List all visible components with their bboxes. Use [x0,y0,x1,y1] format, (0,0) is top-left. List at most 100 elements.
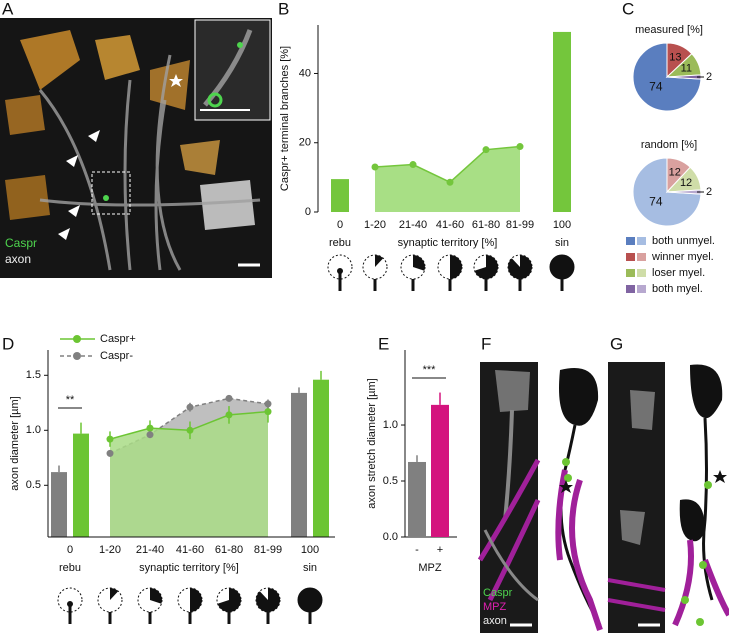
point [516,143,524,151]
panel-letter: D [2,334,14,353]
bar [408,461,426,537]
x-axis-label: MPZ [418,562,442,574]
territory-icon [550,255,574,279]
point [371,163,379,171]
territory-icon [508,255,533,279]
group-label: rebu [59,562,81,574]
micrograph-f: Caspr MPZ axon [477,362,603,633]
bar [313,379,329,537]
group-label: sin [303,562,317,574]
significance-label: *** [423,364,437,376]
x-tick-label: 41-60 [436,219,464,231]
x-tick-label: 81-99 [506,219,534,231]
x-tick-label: 21-40 [399,219,427,231]
area [375,146,520,212]
bar [73,433,89,537]
territory-icon [337,268,343,274]
y-tick-label: 0.5 [383,475,398,487]
image-label: MPZ [483,601,507,613]
legend-marker [73,335,81,343]
image-label: axon [483,615,507,627]
territory-icon [67,601,73,607]
bar [331,179,349,212]
territory-icon [256,588,281,612]
panel-letter: A [2,0,14,18]
x-tick-label: 61-80 [472,219,500,231]
point [225,394,233,402]
x-tick-label: 61-80 [215,544,243,556]
pie-value-label: 12 [669,166,681,178]
x-tick-label: 81-99 [254,544,282,556]
legend-swatch [637,253,646,261]
point [106,435,114,443]
x-tick-label: 41-60 [176,544,204,556]
pie-title: random [%] [641,139,697,151]
legend-swatch [626,285,635,293]
territory-icon [57,587,83,613]
image-label: Caspr [483,587,513,599]
micrograph-a: Caspr axon [0,18,272,278]
pie-value-label: 12 [680,177,692,189]
image-label: Caspr [5,236,37,250]
y-tick-label: 40 [299,67,311,79]
point [186,403,194,411]
legend-swatch [637,269,646,277]
legend-marker [73,352,81,360]
legend-swatch [626,253,635,261]
bar [51,472,67,537]
y-tick-label: 1.0 [383,419,398,431]
legend-label: both unmyel. [652,235,715,247]
x-tick-label: + [437,544,443,556]
y-tick-label: 0 [305,206,311,218]
panel-letter: B [278,0,289,18]
legend-swatch [626,237,635,245]
y-axis-label: Caspr+ terminal branches [%] [279,46,291,191]
panel-letter: E [378,334,389,353]
point [225,411,233,419]
pie-value-label: 2 [706,186,712,198]
micrograph-g [607,362,729,633]
y-axis-label: axon stretch diameter [µm] [366,378,378,508]
point [146,424,154,432]
legend-swatch [637,237,646,245]
territory-icon [298,588,322,612]
y-tick-label: 20 [299,137,311,149]
significance-label: ** [66,394,75,406]
territory-icon [217,588,242,612]
territory-icon [150,588,162,604]
legend-label: Caspr- [100,350,133,362]
y-tick-label: 1.0 [26,424,41,436]
y-tick-label: 0.5 [26,479,41,491]
pie-value-label: 11 [681,63,692,75]
point [409,161,417,169]
image-label: axon [5,252,31,266]
point [186,426,194,434]
legend-swatch [626,269,635,277]
legend-label: Caspr+ [100,333,136,345]
legend-label: both myel. [652,283,703,295]
pie-title: measured [%] [635,24,703,36]
area [110,411,268,537]
y-axis-label: axon diameter [µm] [9,396,21,490]
panel-letter: C [622,0,634,18]
point [106,449,114,457]
group-label: synaptic territory [%] [139,562,239,574]
legend-swatch [637,285,646,293]
point [446,178,454,186]
panel-letter: F [481,334,491,353]
x-tick-label: 21-40 [136,544,164,556]
x-tick-label: 100 [553,219,571,231]
y-tick-label: 0.0 [383,531,398,543]
x-tick-label: - [415,544,419,556]
x-tick-label: 1-20 [99,544,121,556]
point [482,146,490,154]
legend-label: loser myel. [652,267,705,279]
territory-icon [450,255,462,279]
pie-value-label: 74 [649,80,663,94]
bar [291,392,307,537]
y-tick-label: 1.5 [26,369,41,381]
territory-icon [190,588,202,612]
group-label: synaptic territory [%] [398,237,498,249]
x-tick-label: 100 [301,544,319,556]
